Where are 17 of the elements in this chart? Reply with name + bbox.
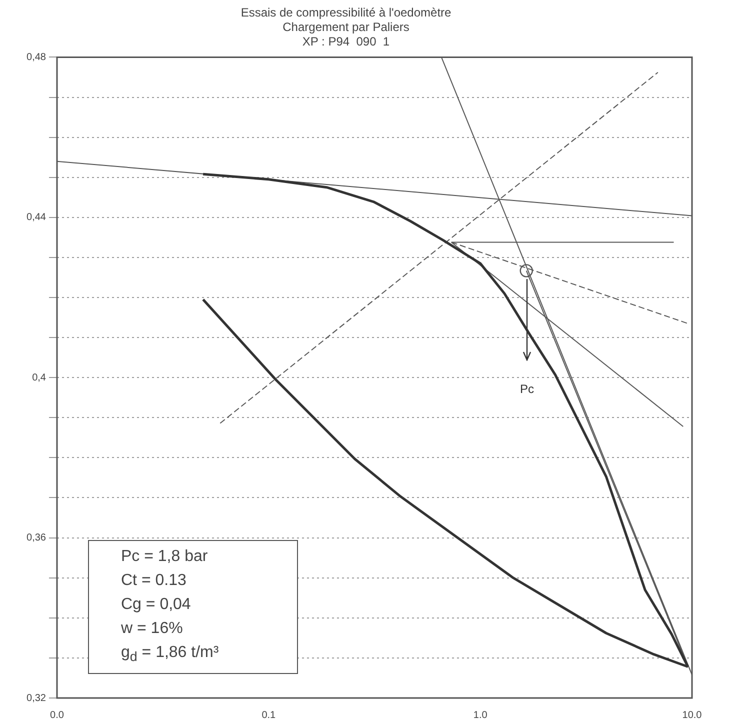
annotation: w = 16% (121, 619, 184, 639)
y-tick-label: 0,48 (26, 52, 46, 63)
annotation: Cg = 0,04 (121, 595, 192, 615)
annotation: Pc = 1,8 bar (121, 547, 209, 567)
annotation: g$_{d}$ = 1,86 t/m³ (121, 643, 220, 666)
annotation: Ct = 0.13 (121, 571, 188, 591)
y-tick-label: 0,32 (26, 692, 46, 704)
y-tick-label: 0,36 (26, 532, 46, 544)
x-tick-label: 0.0 (50, 710, 64, 721)
chart-title: Essais de compressibilité à l'oedomètre (240, 6, 452, 20)
x-tick-label: 10.0 (682, 710, 702, 721)
y-tick-label: 0,4 (32, 372, 46, 384)
y-tick-label: 0,44 (26, 212, 46, 224)
x-tick-label: 0.1 (262, 710, 276, 721)
chart-subtitle: Chargement par Paliers XP : P94 090 1 (282, 20, 410, 48)
x-tick-label: 1.0 (473, 710, 488, 721)
annotation: Pc (518, 382, 535, 396)
